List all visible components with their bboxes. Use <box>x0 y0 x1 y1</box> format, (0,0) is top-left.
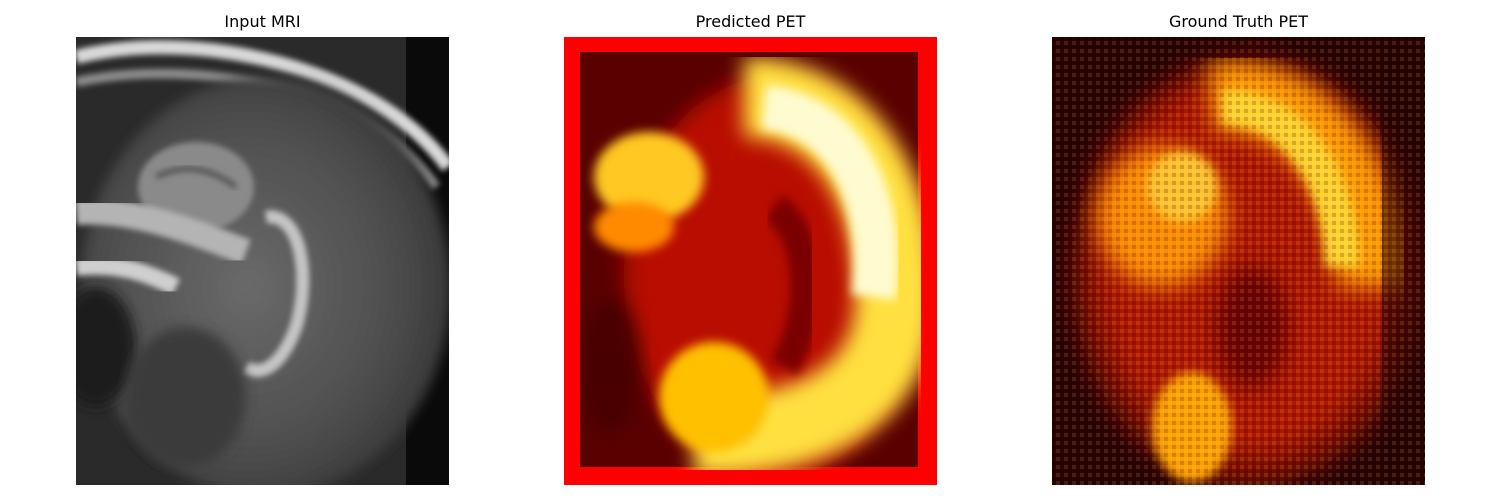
ground-truth-pet-image <box>1052 37 1425 485</box>
panel-title-predicted-pet: Predicted PET <box>695 12 806 31</box>
panel-title-ground-truth-pet: Ground Truth PET <box>1168 12 1309 31</box>
predicted-pet-image <box>564 37 937 485</box>
mri-image <box>76 37 449 485</box>
panel-title-input-mri: Input MRI <box>224 12 301 31</box>
